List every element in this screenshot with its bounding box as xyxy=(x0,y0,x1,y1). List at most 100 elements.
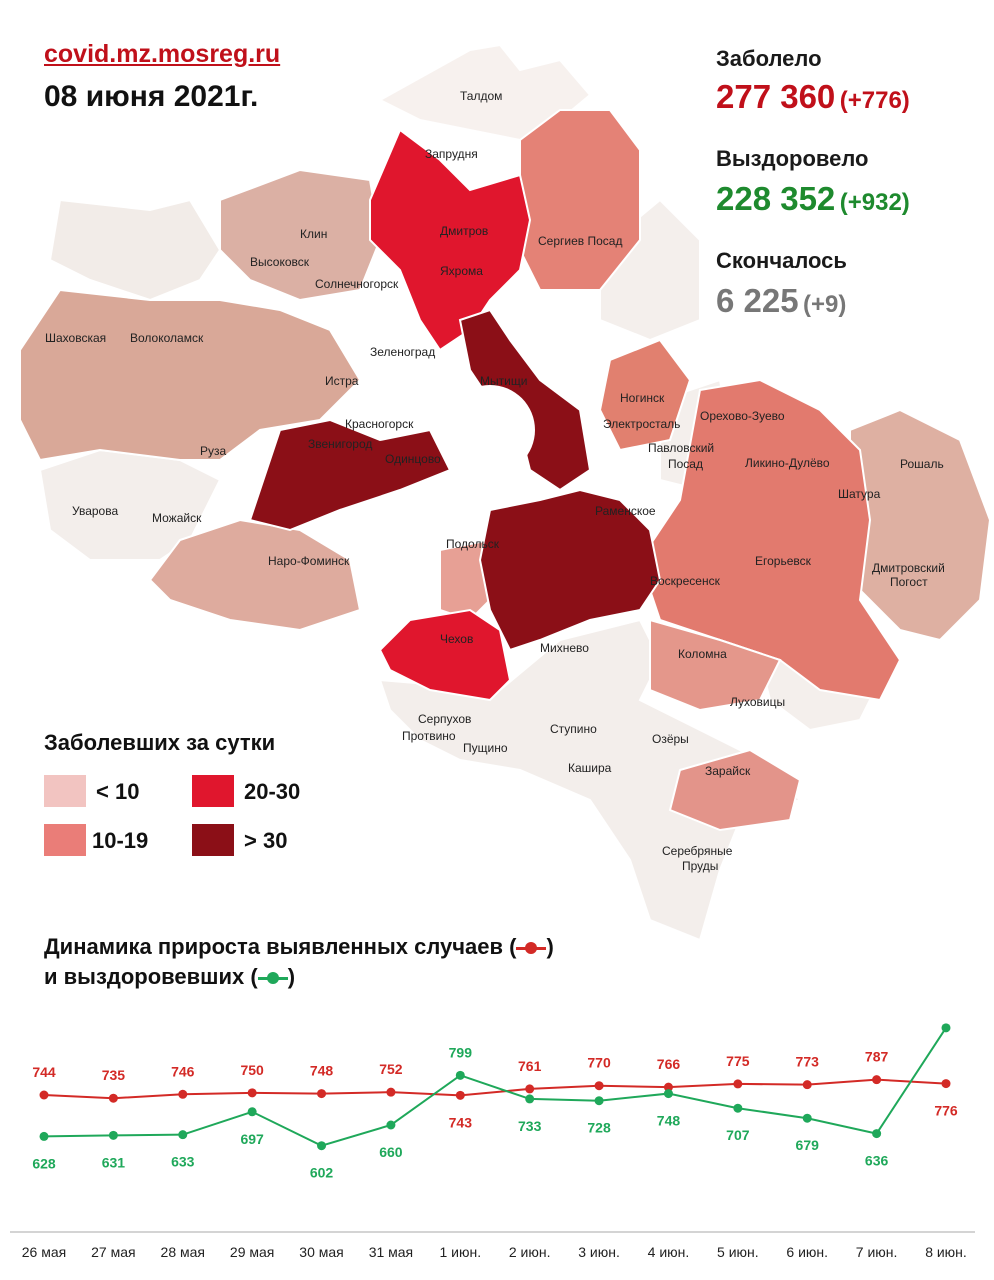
place-label: Зарайск xyxy=(705,764,751,778)
district-odintsovo xyxy=(248,418,452,532)
site-link[interactable]: covid.mz.mosreg.ru xyxy=(44,40,281,68)
place-label: Коломна xyxy=(678,647,727,661)
data-label-infected: 761 xyxy=(518,1058,542,1074)
x-tick-label: 4 июн. xyxy=(648,1244,690,1260)
place-label: Руза xyxy=(200,444,227,458)
place-label: Ногинск xyxy=(620,391,665,405)
place-label: Наро-Фоминск xyxy=(268,554,350,568)
point-infected xyxy=(317,1089,327,1099)
data-label-infected: 776 xyxy=(934,1103,958,1119)
data-label-recovered: 932 xyxy=(934,1010,958,1013)
point-infected xyxy=(733,1079,743,1089)
place-label: Дмитровский xyxy=(872,561,945,575)
point-recovered xyxy=(39,1131,49,1141)
point-infected xyxy=(386,1087,396,1097)
place-label: Яхрома xyxy=(440,264,483,278)
infected-marker-icon xyxy=(516,941,547,955)
place-label: Истра xyxy=(325,374,359,388)
place-label: Серебряные xyxy=(662,844,733,858)
data-label-infected: 744 xyxy=(32,1064,56,1080)
dynamics-title-close1: ) xyxy=(546,934,554,959)
point-infected xyxy=(247,1088,257,1098)
data-label-recovered: 707 xyxy=(726,1127,750,1143)
moscow-region-map: Талдом Запрудня Дмитров Яхрома Сергиев П… xyxy=(19,43,992,942)
point-recovered xyxy=(455,1070,465,1080)
place-label: Электросталь xyxy=(603,417,680,431)
deaths-label: Скончалось xyxy=(716,248,847,273)
legend-label-10-19: 10-19 xyxy=(92,828,149,853)
dynamics-title-line2: и выздоровевших () xyxy=(44,964,295,990)
place-label: Мытищи xyxy=(480,374,527,388)
point-infected xyxy=(455,1090,465,1100)
place-label: Погост xyxy=(890,575,928,589)
data-label-infected: 773 xyxy=(796,1054,820,1070)
place-label: Пущино xyxy=(463,741,508,755)
infected-delta: (+776) xyxy=(839,87,910,114)
recovered-marker-icon xyxy=(257,971,288,985)
x-tick-label: 31 мая xyxy=(369,1244,413,1260)
district-chekhov xyxy=(378,608,512,702)
place-label: Шаховская xyxy=(45,331,106,345)
point-infected xyxy=(663,1082,673,1092)
place-label: Можайск xyxy=(152,511,202,525)
deaths-value: 6 225 xyxy=(716,282,799,319)
point-recovered xyxy=(872,1129,882,1139)
legend-label-gt30: > 30 xyxy=(244,828,288,853)
district-taldom xyxy=(377,43,592,142)
point-recovered xyxy=(178,1130,188,1140)
point-recovered xyxy=(525,1094,535,1104)
infected-label: Заболело xyxy=(716,46,822,71)
recovered-block: 228 352 (+932) xyxy=(716,180,910,218)
legend-label-lt10: < 10 xyxy=(96,779,140,804)
deaths-delta: (+9) xyxy=(803,291,847,318)
legend-label-20-30: 20-30 xyxy=(244,779,301,804)
place-label: Кашира xyxy=(568,761,612,775)
deaths-block: 6 225 (+9) xyxy=(716,282,846,320)
district-north-west xyxy=(48,198,222,302)
data-label-infected: 770 xyxy=(587,1055,611,1071)
district-ramenskoye xyxy=(478,488,662,652)
place-label: Пруды xyxy=(682,859,718,873)
dynamics-title-text1: Динамика прироста выявленных случаев ( xyxy=(44,934,517,959)
place-label: Егорьевск xyxy=(755,554,812,568)
place-label: Павловский xyxy=(648,441,714,455)
place-label: Подольск xyxy=(446,537,500,551)
legend-swatch-10-19 xyxy=(44,824,86,856)
place-label: Красногорск xyxy=(345,417,414,431)
data-label-infected: 735 xyxy=(102,1067,126,1083)
point-recovered xyxy=(247,1107,257,1117)
place-label: Уварова xyxy=(72,504,118,518)
place-label: Высоковск xyxy=(250,255,310,269)
place-label: Шатура xyxy=(838,487,881,501)
x-tick-label: 28 мая xyxy=(161,1244,205,1260)
district-roshal xyxy=(849,408,992,642)
x-tick-label: 1 июн. xyxy=(439,1244,481,1260)
legend-swatch-gt30 xyxy=(192,824,234,856)
data-label-recovered: 728 xyxy=(587,1120,611,1136)
x-tick-label: 2 июн. xyxy=(509,1244,551,1260)
x-tick-label: 26 мая xyxy=(22,1244,66,1260)
place-label: Орехово-Зуево xyxy=(700,409,785,423)
point-recovered xyxy=(386,1120,396,1130)
x-tick-label: 30 мая xyxy=(299,1244,343,1260)
district-zaraysk xyxy=(668,748,802,832)
place-label: Солнечногорск xyxy=(315,277,399,291)
data-label-infected: 787 xyxy=(865,1049,889,1065)
page-date: 08 июня 2021г. xyxy=(44,80,259,113)
data-label-infected: 766 xyxy=(657,1056,681,1072)
legend-swatch-lt10 xyxy=(44,775,86,807)
legend-swatch-20-30 xyxy=(192,775,234,807)
x-tick-label: 6 июн. xyxy=(786,1244,828,1260)
recovered-value: 228 352 xyxy=(716,180,836,217)
recovered-label: Выздоровело xyxy=(716,146,869,171)
district-west xyxy=(19,288,362,462)
district-kolomna xyxy=(649,618,782,712)
point-infected xyxy=(594,1081,604,1091)
place-label: Воскресенск xyxy=(650,574,721,588)
place-label: Ликино-Дулёво xyxy=(745,456,830,470)
dynamics-title-line1: Динамика прироста выявленных случаев () xyxy=(44,934,554,960)
dynamics-chart: 744 628 735 631 746 633 750 697 748 602 752 660 743 7… xyxy=(10,1010,975,1260)
place-label: Клин xyxy=(300,227,327,241)
place-label: Сергиев Посад xyxy=(538,234,622,248)
series-line-recovered xyxy=(43,1027,947,1147)
